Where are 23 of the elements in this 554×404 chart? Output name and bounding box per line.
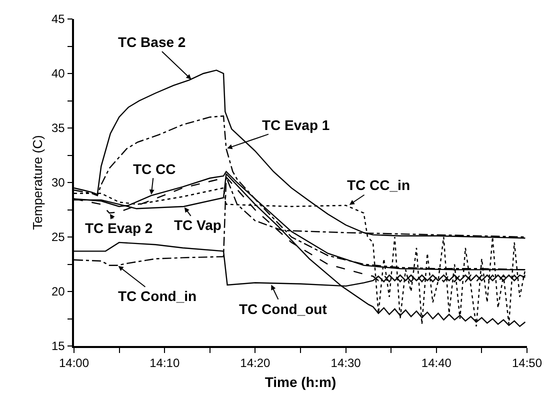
x-tick-label: 14:10 <box>150 356 180 370</box>
x-tick-label: 14:40 <box>421 356 452 370</box>
annotation: TC Evap 1 <box>262 117 330 133</box>
annotation: TC Cond_out <box>239 301 328 317</box>
x-tick-label: 14:00 <box>58 356 90 370</box>
y-tick-label: 25 <box>51 230 66 244</box>
annotation: TC Cond_in <box>118 288 197 304</box>
x-tick-label: 14:20 <box>240 356 271 370</box>
x-tick-label: 14:50 <box>512 356 542 370</box>
annotation: TC CC <box>133 161 176 177</box>
y-tick-label: 15 <box>51 339 66 354</box>
y-tick-label: 35 <box>51 121 66 136</box>
y-tick-label: 45 <box>51 12 66 26</box>
y-tick-label: 40 <box>51 66 66 81</box>
y-tick-label: 20 <box>51 284 66 299</box>
x-axis-title: Time (h:m) <box>264 374 336 390</box>
annotation: TC CC_in <box>347 177 410 193</box>
y-axis-title: Temperature (C) <box>30 135 45 230</box>
x-tick-label: 14:30 <box>330 356 362 370</box>
y-tick-label: 30 <box>51 176 66 190</box>
annotation: TC Vap <box>174 217 222 233</box>
annotation: TC Evap 2 <box>85 220 153 236</box>
annotation: TC Base 2 <box>118 34 186 50</box>
